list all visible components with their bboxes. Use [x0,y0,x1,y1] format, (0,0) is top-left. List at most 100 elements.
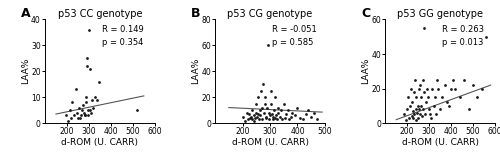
Point [278,118,286,121]
Point [252,102,260,105]
Point [268,113,276,115]
Point [430,96,438,98]
Point [258,118,266,121]
Point [250,114,258,117]
Point [272,96,280,98]
Point [438,96,446,98]
Point [68,101,76,104]
Point [92,98,100,101]
Point [80,104,88,106]
Point [419,108,427,111]
Point [248,109,256,111]
Point [442,101,450,104]
Point [478,87,486,90]
Point [84,65,92,67]
Point [414,117,422,119]
X-axis label: d-ROM (U. CARR): d-ROM (U. CARR) [232,138,308,147]
Point [418,115,426,117]
Text: R = 0.149: R = 0.149 [102,25,144,34]
Point [78,109,86,111]
Point [423,87,431,90]
Point [282,113,290,115]
Point [286,115,294,118]
Point [68,117,76,119]
Point [87,111,95,114]
Point [271,117,279,119]
Point [418,104,426,107]
Point [434,87,442,90]
Point [270,118,278,121]
Point [412,108,420,111]
Point [260,111,268,114]
Point [400,113,408,116]
Point [445,104,453,107]
Point [277,109,285,111]
Point [469,84,477,86]
X-axis label: d-ROM (U. CARR): d-ROM (U. CARR) [402,138,478,147]
Point [440,84,448,86]
Point [412,118,420,121]
Point [75,106,83,109]
Text: p = 0.585: p = 0.585 [272,38,314,47]
Point [407,87,415,90]
Point [268,102,276,105]
Point [266,111,274,114]
Point [428,117,436,119]
Point [408,115,416,117]
Point [266,89,274,92]
Point [406,104,414,107]
Point [280,102,287,105]
Point [248,118,256,121]
Point [285,118,293,121]
Point [85,29,93,31]
Point [284,109,292,111]
Point [262,117,270,119]
Point [456,96,464,98]
Title: p53 CC genotype: p53 CC genotype [58,9,142,19]
X-axis label: d-ROM (U. CARR): d-ROM (U. CARR) [62,138,138,147]
Point [452,87,460,90]
Point [299,118,307,121]
Point [432,113,440,116]
Point [404,96,412,98]
Point [257,89,265,92]
Point [417,96,425,98]
Point [86,67,94,70]
Point [255,118,263,121]
Y-axis label: LAA%: LAA% [20,58,30,84]
Point [266,114,274,117]
Point [264,118,272,121]
Point [84,114,92,117]
Y-axis label: LAA%: LAA% [191,58,200,84]
Point [82,101,90,104]
Title: p53 CG genotype: p53 CG genotype [228,9,312,19]
Point [290,114,298,117]
Point [416,84,424,86]
Point [92,96,100,98]
Point [274,111,281,114]
Point [270,109,278,111]
Text: R = -0.051: R = -0.051 [272,25,317,34]
Point [413,111,421,114]
Point [252,111,260,114]
Point [408,101,416,104]
Point [261,102,269,105]
Point [420,91,428,93]
Point [90,106,98,109]
Point [247,115,255,118]
Point [430,104,438,107]
Point [74,117,82,119]
Point [242,111,250,114]
Point [133,109,141,111]
Point [64,119,72,122]
Point [447,87,455,90]
Point [238,115,246,118]
Point [72,88,80,91]
Text: B: B [191,7,200,20]
Point [410,117,418,119]
Point [415,87,423,90]
Point [414,104,422,107]
Point [244,118,252,121]
Point [84,109,92,111]
Point [433,79,441,81]
